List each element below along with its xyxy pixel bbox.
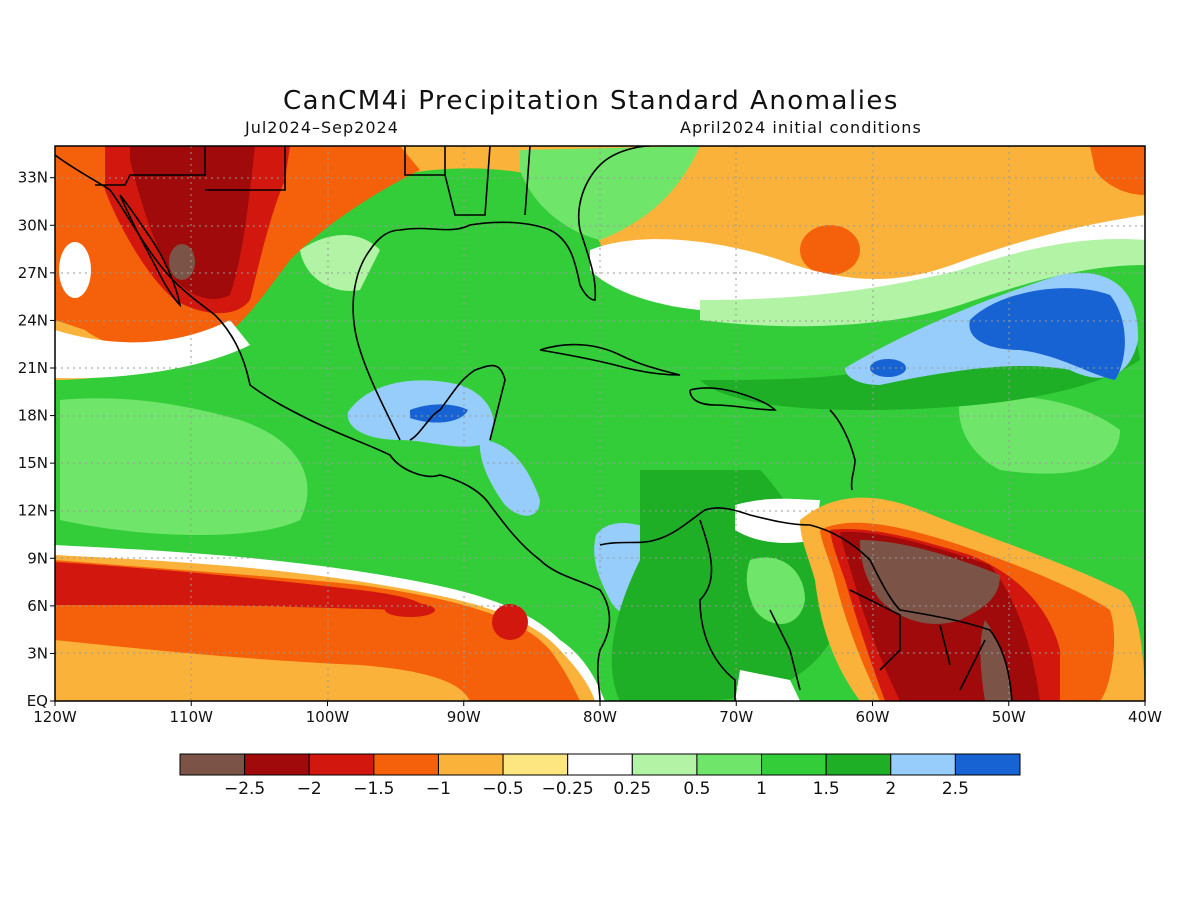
lat-tick-label: 6N <box>27 597 48 615</box>
colorbar-swatch <box>954 753 1021 776</box>
lon-tick-label: 60W <box>856 708 890 726</box>
lat-tick-label: 9N <box>27 549 48 567</box>
longitude-axis: 120W 110W 100W 90W 80W 70W 60W 50W 40W <box>33 701 1162 726</box>
colorbar-label: 1 <box>756 779 767 799</box>
colorbar-label: −0.5 <box>482 779 523 799</box>
season-subtitle: Jul2024–Sep2024 <box>245 118 399 137</box>
lon-tick-label: 50W <box>992 708 1026 726</box>
latitude-axis: 33N 30N 27N 24N 21N 18N 15N 12N 9N 6N 3N EQ <box>18 169 55 710</box>
map-title: CanCM4i Precipitation Standard Anomalies <box>283 86 899 116</box>
colorbar-label: −1.5 <box>353 779 394 799</box>
colorbar-swatch <box>179 753 246 776</box>
colorbar-label: 1.5 <box>813 779 840 799</box>
lat-tick-label: EQ <box>27 692 48 710</box>
colorbar-swatch <box>890 753 956 776</box>
graticule <box>55 146 1145 701</box>
colorbar-swatch <box>502 753 569 776</box>
colorbar-label: −2.5 <box>224 779 265 799</box>
lon-tick-label: 110W <box>170 708 214 726</box>
colorbar-swatch <box>437 753 504 776</box>
colorbar-label: −1 <box>426 779 451 799</box>
lon-tick-label: 100W <box>306 708 350 726</box>
initial-conditions-subtitle: April2024 initial conditions <box>680 118 922 137</box>
lat-tick-label: 30N <box>18 216 48 234</box>
lat-tick-label: 24N <box>18 311 48 329</box>
coastlines <box>55 146 1013 701</box>
colorbar-label: 0.5 <box>683 779 710 799</box>
colorbar-label: 2.5 <box>942 779 969 799</box>
anomaly-field <box>55 146 1145 701</box>
lat-tick-label: 18N <box>18 407 48 425</box>
colorbar-swatch <box>825 753 892 776</box>
lon-tick-label: 80W <box>583 708 617 726</box>
colorbar-swatch <box>244 753 310 776</box>
colorbar-swatch <box>567 753 633 776</box>
colorbar-swatch <box>373 753 439 776</box>
lat-tick-label: 33N <box>18 169 48 187</box>
colorbar-swatch <box>308 753 375 776</box>
colorbar-swatch <box>696 753 763 776</box>
lon-tick-label: 90W <box>447 708 481 726</box>
lon-tick-label: 70W <box>719 708 753 726</box>
lon-tick-label: 120W <box>33 708 77 726</box>
colorbar-swatch <box>761 753 827 776</box>
lat-tick-label: 3N <box>27 644 48 662</box>
lat-tick-label: 21N <box>18 359 48 377</box>
lon-tick-label: 40W <box>1128 708 1162 726</box>
colorbar-label: −2 <box>297 779 322 799</box>
colorbar-label: 0.25 <box>613 779 651 799</box>
colorbar-label: 2 <box>885 779 896 799</box>
colorbar-swatch <box>631 753 698 776</box>
colorbar-label: −0.25 <box>542 779 594 799</box>
lat-tick-label: 12N <box>18 502 48 520</box>
lat-tick-label: 15N <box>18 454 48 472</box>
colorbar: −2.5 −2 −1.5 −1 −0.5 −0.25 0.25 0.5 1 1.5 2 2.5 <box>179 753 1021 799</box>
lat-tick-label: 27N <box>18 264 48 282</box>
